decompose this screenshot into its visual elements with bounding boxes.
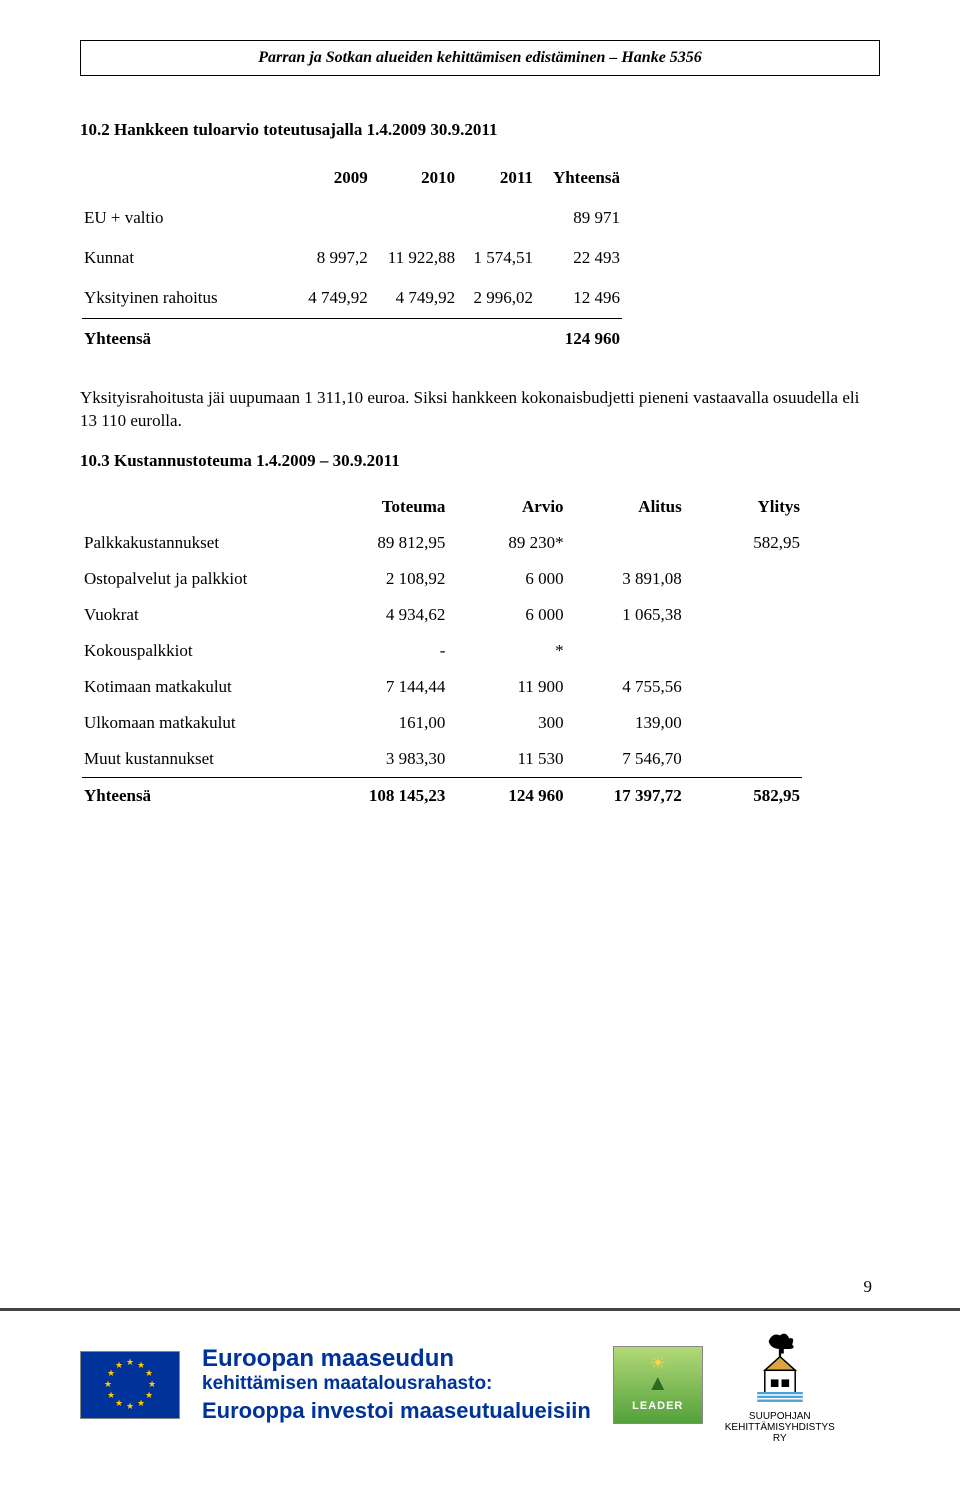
table-sum-row: Yhteensä 108 145,23 124 960 17 397,72 58…	[82, 777, 802, 814]
page-footer: 9 ★ ★ ★ ★ ★ ★ ★ ★ ★ ★ ★ ★ Euroopan maase…	[0, 1308, 960, 1444]
budget-note-paragraph: Yksityisrahoitusta jäi uupumaan 1 311,10…	[80, 387, 880, 433]
row-label: EU + valtio	[82, 198, 292, 238]
table2-header-ylitys: Ylitys	[684, 489, 802, 525]
eu-line2: kehittämisen maatalousrahasto:	[202, 1373, 591, 1395]
leaf-icon: ▲	[647, 1370, 669, 1396]
table1-header-2009: 2009	[292, 158, 370, 198]
eu-flag-icon: ★ ★ ★ ★ ★ ★ ★ ★ ★ ★ ★ ★	[80, 1351, 180, 1419]
table-row: Ulkomaan matkakulut 161,00 300 139,00	[82, 705, 802, 741]
table2-header-toteuma: Toteuma	[329, 489, 447, 525]
table-sum-row: Yhteensä 124 960	[82, 319, 622, 360]
table2-header-alitus: Alitus	[566, 489, 684, 525]
row-label: Ulkomaan matkakulut	[82, 705, 329, 741]
eu-line3: Eurooppa investoi maaseutualueisiin	[202, 1398, 591, 1424]
row-label: Ostopalvelut ja palkkiot	[82, 561, 329, 597]
table1-header-2011: 2011	[457, 158, 535, 198]
table-row: EU + valtio 89 971	[82, 198, 622, 238]
section1-title: 10.2 Hankkeen tuloarvio toteutusajalla 1…	[80, 120, 880, 140]
org-line1: SUUPOHJAN	[749, 1411, 811, 1422]
table1-header-total: Yhteensä	[535, 158, 622, 198]
document-header-title: Parran ja Sotkan alueiden kehittämisen e…	[258, 49, 702, 66]
page-number: 9	[864, 1277, 873, 1297]
row-label: Vuokrat	[82, 597, 329, 633]
sum-label: Yhteensä	[82, 319, 292, 360]
table-row: Kotimaan matkakulut 7 144,44 11 900 4 75…	[82, 669, 802, 705]
org-line2: KEHITTÄMISYHDISTYS RY	[725, 1422, 835, 1444]
row-label: Kokouspalkkiot	[82, 633, 329, 669]
row-label: Kotimaan matkakulut	[82, 669, 329, 705]
income-estimate-table: 2009 2010 2011 Yhteensä EU + valtio 89 9…	[82, 158, 622, 359]
row-label: Palkkakustannukset	[82, 525, 329, 561]
table-row: Kokouspalkkiot - *	[82, 633, 802, 669]
eu-line1: Euroopan maaseudun	[202, 1345, 591, 1373]
eu-fund-text: Euroopan maaseudun kehittämisen maatalou…	[202, 1345, 591, 1424]
organization-logo: SUUPOHJAN KEHITTÄMISYHDISTYS RY	[725, 1325, 835, 1444]
table-row: Palkkakustannukset 89 812,95 89 230* 582…	[82, 525, 802, 561]
section2-title: 10.3 Kustannustoteuma 1.4.2009 – 30.9.20…	[80, 451, 880, 471]
row-label: Muut kustannukset	[82, 741, 329, 777]
sum-label: Yhteensä	[82, 777, 329, 814]
document-header-box: Parran ja Sotkan alueiden kehittämisen e…	[80, 40, 880, 76]
row-label: Kunnat	[82, 238, 292, 278]
rooster-icon	[742, 1325, 818, 1411]
leader-badge-icon: ☀ ▲ LEADER	[613, 1346, 703, 1424]
leader-label: LEADER	[632, 1400, 683, 1412]
table2-header-arvio: Arvio	[447, 489, 565, 525]
table-row: Yksityinen rahoitus 4 749,92 4 749,92 2 …	[82, 278, 622, 318]
cost-realization-table: Toteuma Arvio Alitus Ylitys Palkkakustan…	[82, 489, 802, 814]
table-row: Ostopalvelut ja palkkiot 2 108,92 6 000 …	[82, 561, 802, 597]
row-label: Yksityinen rahoitus	[82, 278, 292, 318]
table-row: Kunnat 8 997,2 11 922,88 1 574,51 22 493	[82, 238, 622, 278]
table1-header-2010: 2010	[370, 158, 457, 198]
table-row: Vuokrat 4 934,62 6 000 1 065,38	[82, 597, 802, 633]
table-row: Muut kustannukset 3 983,30 11 530 7 546,…	[82, 741, 802, 777]
